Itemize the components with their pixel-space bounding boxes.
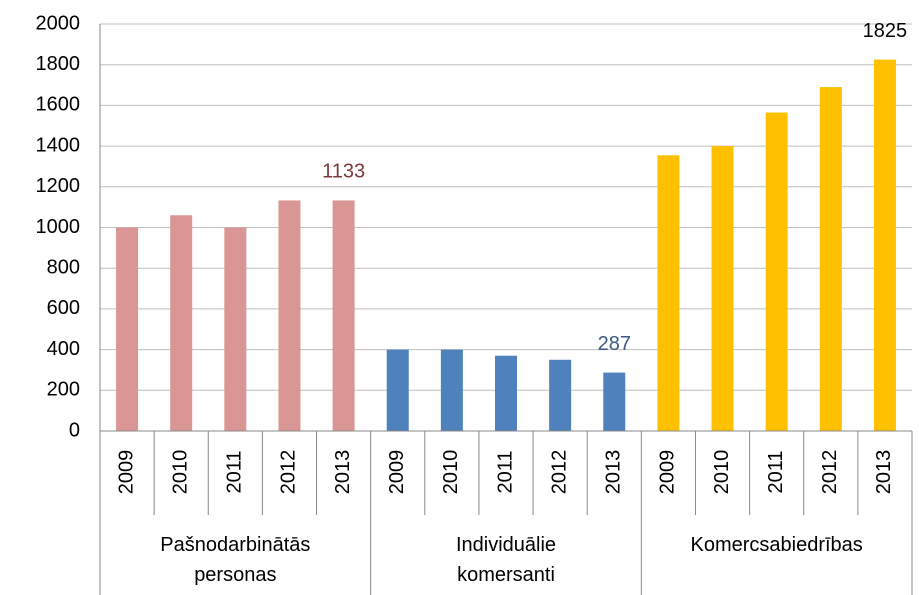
y-tick-label: 0 [69,419,80,441]
data-label: 1133 [322,161,365,183]
bar [657,155,680,431]
x-tick-label: 2009 [115,450,137,495]
bar [116,227,139,431]
group-label-text: Individuālie komersanti [455,534,557,586]
y-tick-label: 1800 [36,53,81,75]
x-tick-label: 2011 [494,450,516,493]
y-tick-label: 2000 [36,12,81,34]
group-label-text: Pašnodarbinātās personas [160,534,311,586]
y-tick-label: 1000 [36,216,81,238]
group-label: Pašnodarbinātās personas [135,530,335,590]
x-tick-label: 2013 [603,450,625,495]
y-tick-label: 1400 [36,134,81,156]
x-tick-label: 2010 [169,450,191,495]
group-label-text: Komercsabiedrības [690,534,863,556]
x-tick-label: 2009 [386,450,408,495]
bar [603,372,626,431]
y-tick-label: 600 [47,297,80,319]
y-tick-label: 200 [47,379,80,401]
group-label: Individuālie komersanti [406,530,606,590]
y-tick-label: 400 [47,338,80,360]
bar [873,59,896,432]
bar [386,349,409,431]
x-tick-label: 2011 [765,450,787,493]
bar [278,200,301,431]
y-tick-label: 1600 [36,94,81,116]
group-label: Komercsabiedrības [677,530,877,560]
bar [819,87,842,432]
x-tick-label: 2011 [224,450,246,493]
bar [495,355,517,431]
x-tick-label: 2012 [819,450,841,495]
x-tick-label: 2010 [440,450,462,495]
x-tick-label: 2010 [711,450,733,495]
bar [170,215,193,431]
y-tick-label: 800 [47,256,80,278]
data-label: 287 [598,333,631,355]
bar [224,227,247,431]
bar [765,112,788,432]
bar [711,146,734,431]
x-tick-label: 2012 [278,450,300,495]
bar [440,349,463,431]
data-label: 1825 [863,20,908,42]
bar [332,200,355,431]
x-tick-label: 2013 [332,450,354,495]
x-tick-label: 2012 [548,450,570,495]
bar [549,359,572,431]
x-tick-label: 2013 [873,450,895,495]
y-tick-label: 1200 [36,175,81,197]
x-tick-label: 2009 [657,450,679,495]
